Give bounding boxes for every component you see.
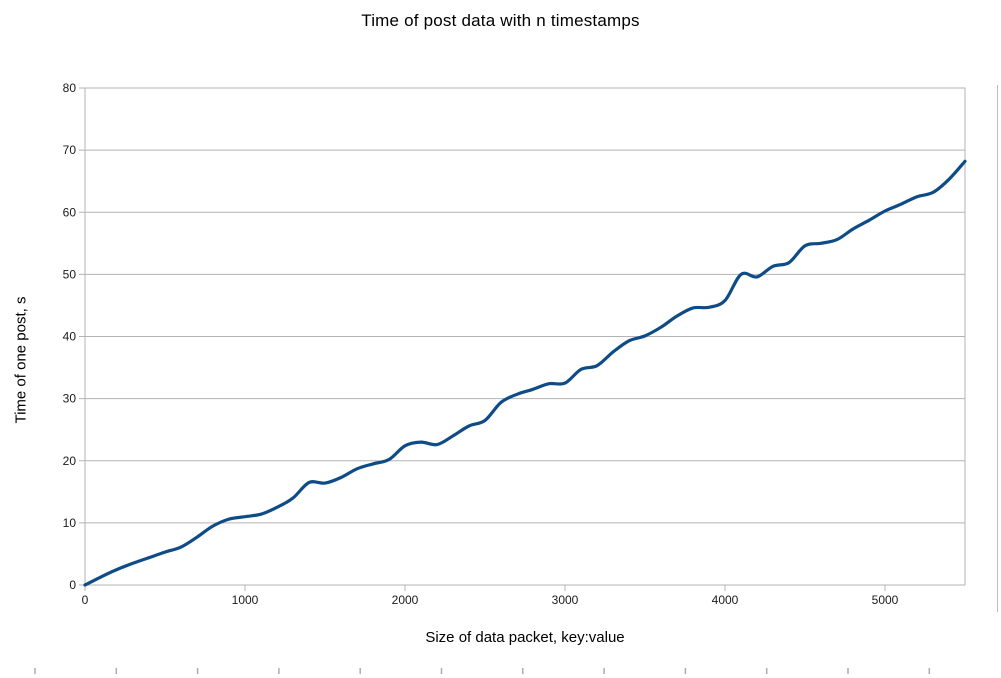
chart-title: Time of post data with n timestamps bbox=[361, 11, 640, 30]
y-tick-label: 60 bbox=[63, 205, 77, 219]
y-tick-label: 70 bbox=[63, 143, 77, 157]
y-tick-label: 0 bbox=[69, 578, 76, 592]
y-tick-label: 10 bbox=[63, 516, 77, 530]
x-tick-label: 3000 bbox=[552, 593, 579, 607]
x-tick-label: 2000 bbox=[392, 593, 419, 607]
plot-frame bbox=[84, 87, 966, 586]
y-axis-title: Time of one post, s bbox=[12, 296, 30, 424]
data-series-line bbox=[83, 159, 967, 587]
y-tick-label: 30 bbox=[63, 392, 77, 406]
y-tick-label: 20 bbox=[63, 454, 77, 468]
x-tick-label: 4000 bbox=[712, 593, 739, 607]
x-axis-title: Size of data packet, key:value bbox=[425, 629, 625, 646]
y-tick-label: 40 bbox=[63, 330, 77, 344]
x-tick-label: 5000 bbox=[872, 593, 899, 607]
x-tick-label: 0 bbox=[82, 593, 89, 607]
y-tick-label: 80 bbox=[63, 81, 77, 95]
x-tick-label: 1000 bbox=[232, 593, 259, 607]
y-tick-label: 50 bbox=[63, 267, 77, 281]
